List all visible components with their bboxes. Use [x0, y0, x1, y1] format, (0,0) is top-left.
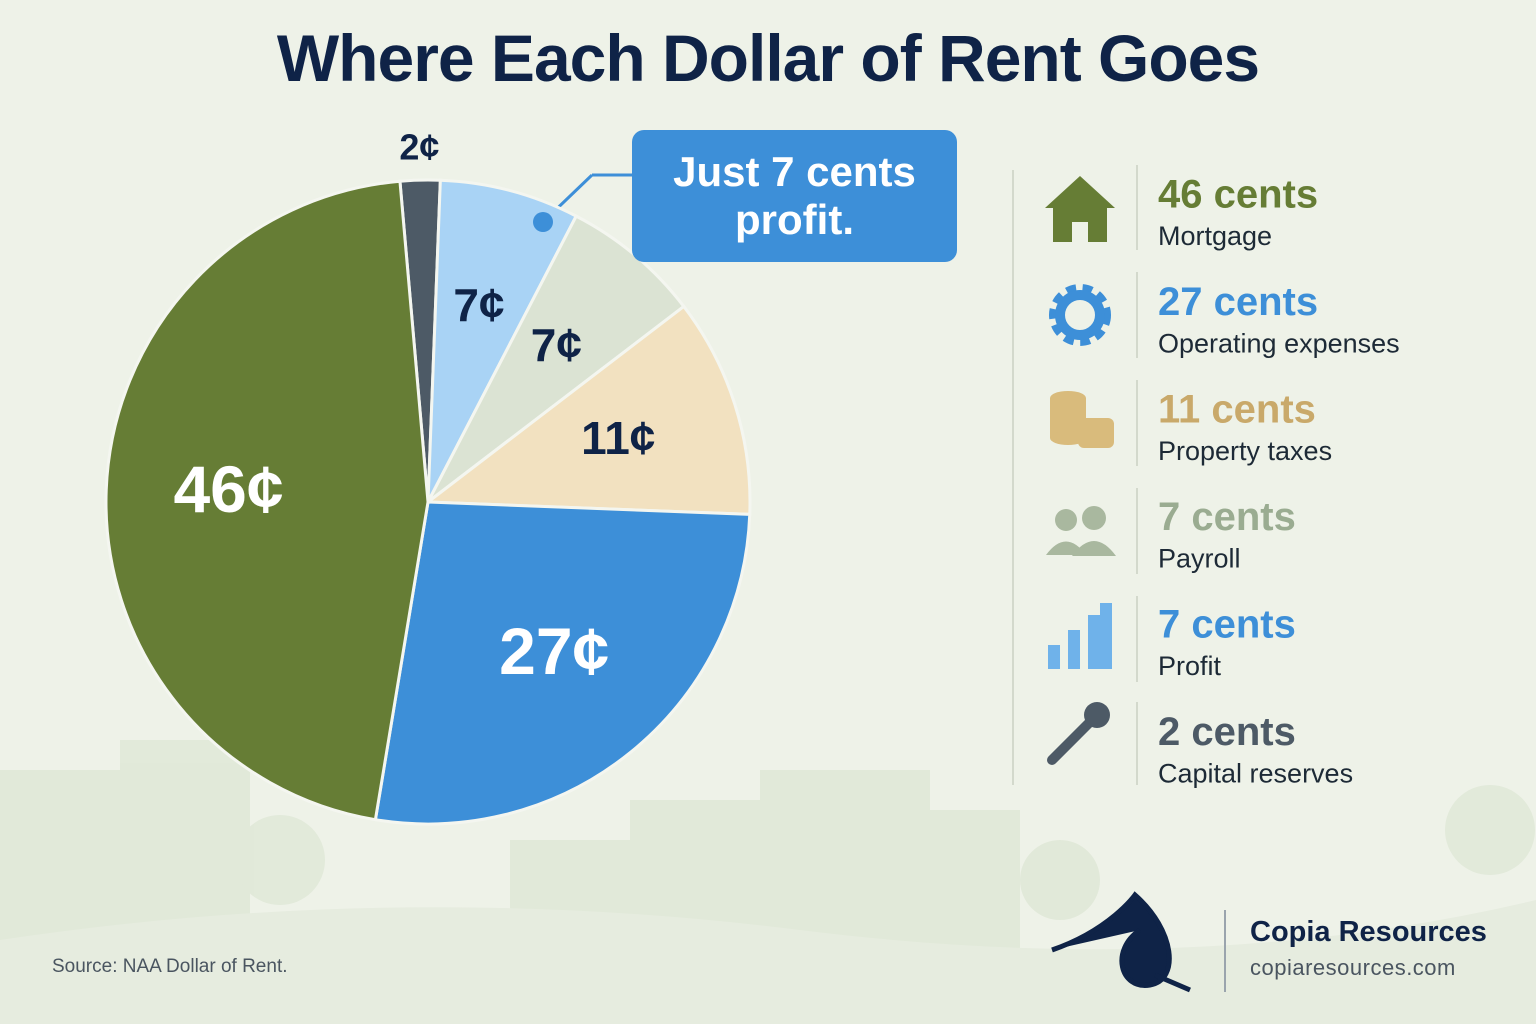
legend-dividers [1012, 165, 1138, 785]
brand: Copia Resources [1250, 916, 1487, 948]
pie-slice [423, 304, 752, 516]
slice-label: 7¢ [453, 279, 504, 331]
callout-dot [533, 212, 553, 232]
source: Source: NAA Dollar of Rent. [52, 956, 288, 977]
legend-label: Mortgage [1158, 221, 1272, 251]
title: Where Each Dollar of Rent Goes [276, 21, 1260, 95]
slice-label: 7¢ [531, 319, 582, 371]
buildings [0, 740, 1535, 970]
legend-value: 27 cents [1158, 280, 1318, 324]
legend-icons [1045, 176, 1226, 993]
slice-label: 46¢ [173, 452, 283, 526]
pie-slice [104, 179, 430, 822]
legend-value: 7 cents [1158, 495, 1296, 539]
legend-label: Capital reserves [1158, 759, 1353, 789]
legend-label: Property taxes [1158, 436, 1332, 466]
slice-label: 2¢ [399, 127, 439, 168]
annotation: Just 7 cents profit. [632, 130, 957, 262]
legend-value: 11 cents [1158, 388, 1316, 432]
pie-slice [373, 500, 752, 826]
legend-label: Payroll [1158, 544, 1241, 574]
url: copiaresources.com [1250, 955, 1456, 980]
hill [0, 900, 1536, 1024]
legend-value: 7 cents [1158, 603, 1296, 647]
slice-label: 11¢ [581, 412, 655, 464]
slice-label: 27¢ [499, 614, 609, 688]
legend-value: 2 cents [1158, 710, 1296, 754]
legend-value: 46 cents [1158, 173, 1318, 217]
legend-label: Operating expenses [1158, 329, 1400, 359]
pie-slice [426, 178, 579, 503]
logo-leaf [1051, 891, 1191, 993]
legend-label: Profit [1158, 651, 1222, 681]
